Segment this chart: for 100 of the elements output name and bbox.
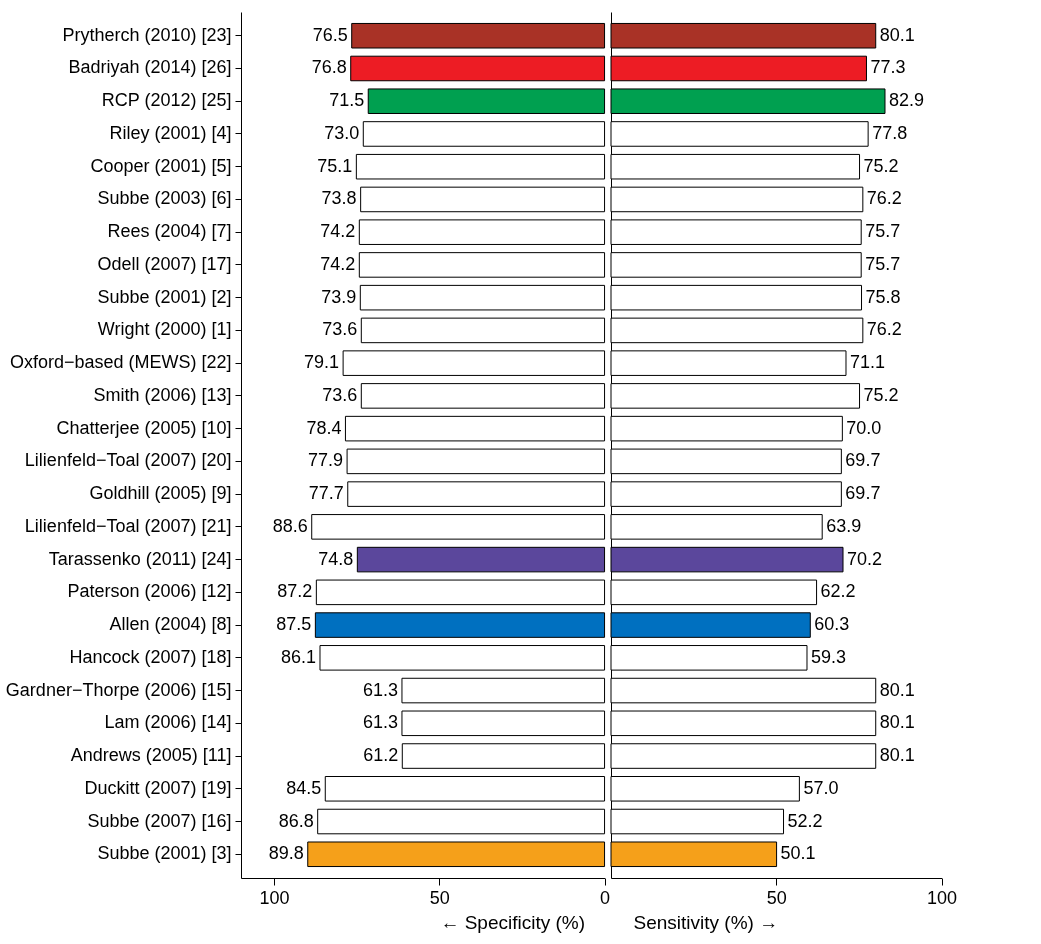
y-tick-label: Subbe (2001) [3] — [97, 843, 232, 864]
data-label: 73.6 — [322, 384, 358, 405]
data-label: 75.2 — [863, 155, 899, 176]
y-tick-label: Duckitt (2007) [19] — [84, 777, 232, 798]
data-label: 75.1 — [317, 155, 353, 176]
y-tick-label: Lilienfeld−Toal (2007) [21] — [24, 515, 232, 536]
y-tick-label: Paterson (2006) [12] — [67, 581, 232, 602]
data-label: 89.8 — [268, 843, 304, 864]
bar — [307, 841, 606, 868]
data-label: 77.3 — [870, 57, 906, 78]
data-label: 79.1 — [304, 352, 340, 373]
data-label: 69.7 — [845, 450, 881, 471]
y-tick-label: Subbe (2003) [6] — [97, 188, 232, 209]
bar — [317, 808, 606, 835]
data-label: 77.7 — [308, 483, 344, 504]
data-label: 75.7 — [865, 221, 901, 242]
data-label: 73.8 — [321, 188, 357, 209]
y-tick-label: Prytherch (2010) [23] — [62, 24, 232, 45]
y-tick-label: Tarassenko (2011) [24] — [48, 548, 232, 569]
data-label: 76.2 — [866, 188, 902, 209]
data-label: 80.1 — [879, 712, 915, 733]
y-tick-label: Badriyah (2014) [26] — [68, 57, 232, 78]
data-label: 84.5 — [286, 777, 322, 798]
y-tick-label: Oxford−based (MEWS) [22] — [9, 352, 232, 373]
bar — [324, 776, 606, 802]
bar — [360, 383, 606, 409]
y-tick-label: Andrews (2005) [11] — [70, 745, 232, 766]
y-tick-label: Odell (2007) [17] — [97, 253, 232, 274]
data-label: 80.1 — [879, 24, 915, 45]
data-label: 87.5 — [276, 614, 312, 635]
bar — [401, 710, 606, 737]
x-tick-label: 50 — [766, 887, 787, 908]
data-label: 82.9 — [888, 90, 925, 111]
bar — [401, 677, 606, 704]
x-tick-label: 0 — [600, 887, 611, 908]
bar — [359, 284, 606, 311]
bar — [346, 448, 606, 475]
y-tick-label: Wright (2000) [1] — [97, 319, 232, 340]
data-label: 71.1 — [849, 352, 886, 373]
data-label: 78.4 — [306, 417, 342, 438]
y-tick-label: Gardner−Thorpe (2006) [15] — [5, 679, 232, 700]
data-label: 87.2 — [277, 581, 313, 602]
data-label: 63.9 — [826, 515, 862, 536]
bar — [356, 546, 606, 573]
bar — [358, 252, 606, 278]
data-label: 80.1 — [879, 745, 915, 766]
bar — [347, 481, 606, 507]
y-tick-label: Chatterjee (2005) [10] — [56, 417, 232, 438]
data-label: 61.3 — [362, 679, 398, 700]
data-label: 61.3 — [362, 712, 398, 733]
y-tick-label: Smith (2006) [13] — [93, 384, 232, 405]
y-tick-label: Goldhill (2005) [9] — [89, 483, 232, 504]
data-label: 59.3 — [810, 646, 847, 667]
data-label: 77.9 — [308, 450, 344, 471]
bar — [350, 55, 606, 82]
data-label: 80.1 — [879, 679, 915, 700]
data-label: 57.0 — [803, 777, 839, 798]
data-label: 75.7 — [865, 253, 901, 274]
data-label: 70.0 — [846, 417, 882, 438]
y-tick-label: RCP (2012) [25] — [101, 90, 232, 111]
data-label: 74.2 — [320, 253, 356, 274]
data-label: 88.6 — [272, 515, 308, 536]
y-tick-label: Lam (2006) [14] — [104, 712, 232, 733]
data-label: 73.0 — [324, 122, 360, 143]
data-label: 75.8 — [865, 286, 901, 307]
bar — [315, 579, 606, 606]
bar — [355, 153, 606, 180]
y-tick-label: Subbe (2001) [2] — [97, 286, 232, 307]
x-tick-label: 50 — [429, 887, 450, 908]
data-label: 76.5 — [312, 24, 348, 45]
bar — [367, 88, 606, 114]
bar — [342, 350, 606, 376]
data-label: 62.2 — [820, 581, 856, 602]
y-tick-label: Cooper (2001) [5] — [90, 155, 232, 176]
y-tick-label: Lilienfeld−Toal (2007) [20] — [24, 450, 232, 471]
data-label: 52.2 — [787, 810, 823, 831]
data-label: 50.1 — [780, 843, 816, 864]
y-tick-label: Subbe (2007) [16] — [87, 810, 232, 831]
data-label: 76.8 — [311, 57, 347, 78]
bar — [314, 612, 606, 638]
x-axis-title: Sensitivity (%) → — [633, 911, 779, 933]
data-label: 75.2 — [863, 384, 899, 405]
data-label: 70.2 — [847, 548, 883, 569]
bar — [360, 186, 606, 213]
data-label: 76.2 — [866, 319, 902, 340]
bar — [319, 645, 606, 671]
bar — [311, 514, 606, 540]
data-label: 74.2 — [320, 221, 356, 242]
bar — [344, 415, 606, 442]
y-tick-label: Rees (2004) [7] — [107, 221, 232, 242]
bar — [358, 219, 606, 245]
x-tick-label: 100 — [259, 887, 290, 908]
data-label: 73.6 — [322, 319, 358, 340]
data-label: 86.1 — [280, 646, 316, 667]
data-label: 60.3 — [814, 614, 850, 635]
y-tick-label: Hancock (2007) [18] — [69, 646, 232, 667]
data-label: 71.5 — [329, 90, 365, 111]
bar — [401, 743, 606, 769]
y-tick-label: Allen (2004) [8] — [109, 614, 232, 635]
bar — [351, 22, 606, 49]
